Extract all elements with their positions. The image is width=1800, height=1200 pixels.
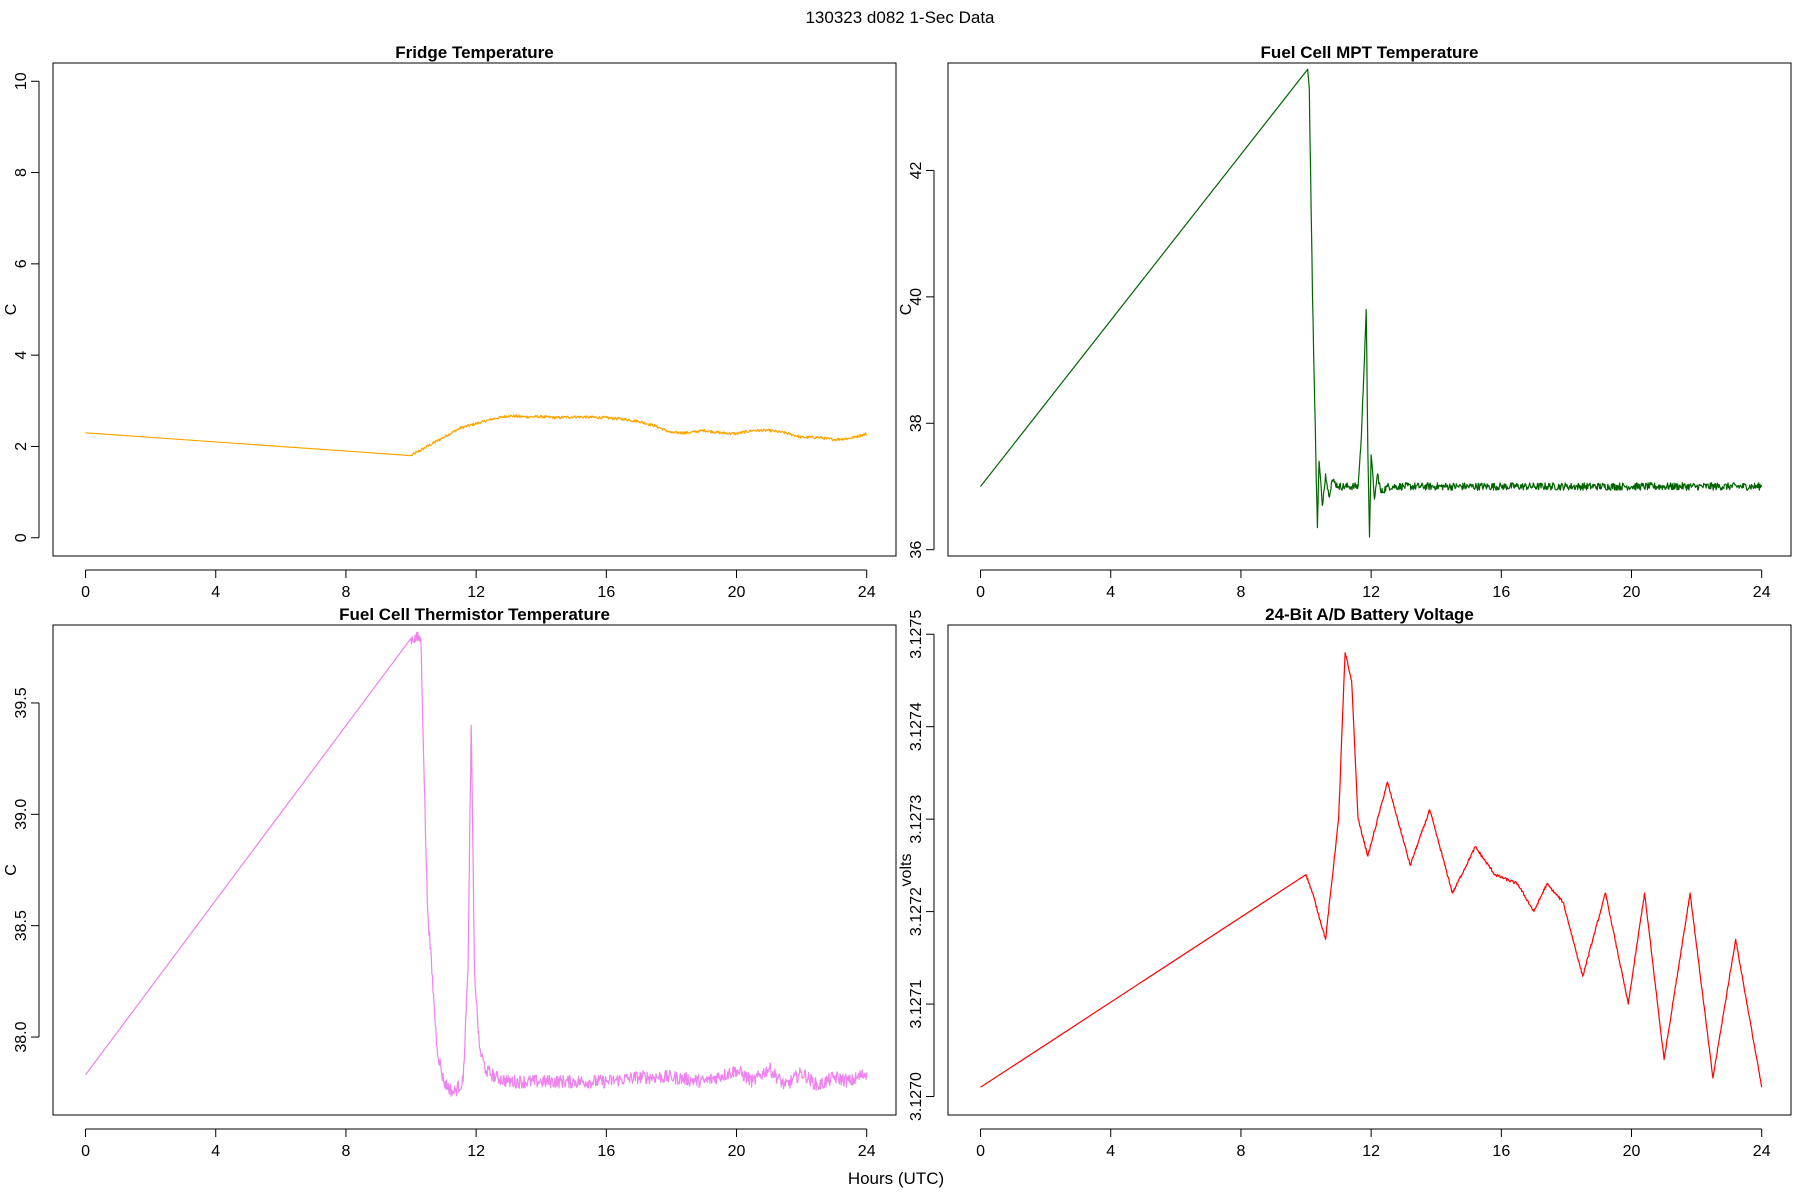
mpt-x-tick-label: 8 <box>1236 584 1245 601</box>
fridge-series-line <box>85 414 868 457</box>
thermistor-x-tick-label: 8 <box>341 1143 350 1160</box>
fridge-title: Fridge Temperature <box>395 43 553 62</box>
fridge-x-tick-label: 8 <box>341 584 350 601</box>
mpt-y-axis: 36 38 40 42 C <box>898 161 935 559</box>
battery-x-tick-label: 20 <box>1623 1143 1641 1160</box>
battery-x-tick-label: 8 <box>1236 1143 1245 1160</box>
mpt-y-tick-label: 36 <box>908 541 925 559</box>
fridge-x-tick-label: 12 <box>467 584 485 601</box>
thermistor-x-tick-label: 24 <box>858 1143 876 1160</box>
figure-suptitle: 130323 d082 1-Sec Data <box>805 8 995 27</box>
battery-x-tick-label: 0 <box>976 1143 985 1160</box>
thermistor-x-tick-label: 4 <box>211 1143 220 1160</box>
battery-x-axis: 0 4 8 12 16 20 24 <box>976 1128 1771 1160</box>
fridge-y-tick-label: 6 <box>13 259 30 268</box>
fridge-x-tick-label: 20 <box>728 584 746 601</box>
battery-x-tick-label: 12 <box>1362 1143 1380 1160</box>
thermistor-plot-frame <box>52 624 897 1116</box>
fridge-x-tick-label: 4 <box>211 584 220 601</box>
mpt-y-tick-label: 42 <box>908 161 925 179</box>
thermistor-x-tick-label: 20 <box>728 1143 746 1160</box>
thermistor-series-line <box>85 631 868 1097</box>
battery-series-line <box>980 652 1763 1088</box>
fridge-x-axis: 0 4 8 12 16 20 24 <box>81 569 876 601</box>
thermistor-y-tick-label: 38.5 <box>13 910 30 941</box>
figure-xlabel: Hours (UTC) <box>848 1169 944 1188</box>
thermistor-title: Fuel Cell Thermistor Temperature <box>339 605 610 624</box>
mpt-plot-frame <box>947 62 1792 557</box>
fridge-plot-frame <box>52 62 897 557</box>
mpt-x-tick-label: 20 <box>1623 584 1641 601</box>
battery-x-tick-label: 4 <box>1106 1143 1115 1160</box>
mpt-series-line <box>980 68 1763 538</box>
thermistor-y-label: C <box>3 864 20 876</box>
battery-y-tick-label: 3.1270 <box>908 1072 925 1121</box>
mpt-x-tick-label: 12 <box>1362 584 1380 601</box>
mpt-panel: Fuel Cell MPT Temperature 0 4 8 12 16 20 24 36 38… <box>898 43 1792 601</box>
mpt-x-tick-label: 24 <box>1753 584 1771 601</box>
thermistor-y-axis: 38.0 38.5 39.0 39.5 C <box>3 687 40 1053</box>
battery-plot-frame <box>947 624 1792 1116</box>
battery-x-tick-label: 24 <box>1753 1143 1771 1160</box>
thermistor-panel: Fuel Cell Thermistor Temperature 0 4 8 12 16 2… <box>3 605 897 1160</box>
fridge-y-tick-label: 4 <box>13 351 30 360</box>
mpt-y-tick-label: 40 <box>908 288 925 306</box>
fridge-y-tick-label: 0 <box>13 533 30 542</box>
mpt-title: Fuel Cell MPT Temperature <box>1261 43 1479 62</box>
battery-x-tick-label: 16 <box>1492 1143 1510 1160</box>
thermistor-y-tick-label: 39.0 <box>13 799 30 830</box>
fridge-x-tick-label: 24 <box>858 584 876 601</box>
thermistor-y-tick-label: 39.5 <box>13 687 30 718</box>
fridge-y-tick-label: 2 <box>13 442 30 451</box>
mpt-x-tick-label: 0 <box>976 584 985 601</box>
battery-y-axis: 3.1270 3.1271 3.1272 3.1273 3.1274 3.1275 volt… <box>898 610 935 1121</box>
battery-y-tick-label: 3.1272 <box>908 887 925 936</box>
thermistor-x-tick-label: 0 <box>81 1143 90 1160</box>
fridge-y-axis: 0 2 4 6 8 10 C <box>3 72 40 542</box>
battery-title: 24-Bit A/D Battery Voltage <box>1265 605 1474 624</box>
battery-y-label: volts <box>898 854 915 887</box>
battery-y-tick-label: 3.1271 <box>908 979 925 1028</box>
mpt-y-tick-label: 38 <box>908 414 925 432</box>
mpt-x-tick-label: 4 <box>1106 584 1115 601</box>
thermistor-x-tick-label: 16 <box>597 1143 615 1160</box>
battery-y-tick-label: 3.1274 <box>908 702 925 751</box>
thermistor-x-axis: 0 4 8 12 16 20 24 <box>81 1128 876 1160</box>
battery-panel: 24-Bit A/D Battery Voltage 0 4 8 12 16 20 24 3.1… <box>898 605 1792 1160</box>
mpt-y-label: C <box>898 304 915 316</box>
fridge-x-tick-label: 0 <box>81 584 90 601</box>
fridge-y-tick-label: 10 <box>13 72 30 90</box>
mpt-x-tick-label: 16 <box>1492 584 1510 601</box>
thermistor-y-tick-label: 38.0 <box>13 1021 30 1052</box>
fridge-y-tick-label: 8 <box>13 168 30 177</box>
battery-y-tick-label: 3.1275 <box>908 610 925 659</box>
thermistor-x-tick-label: 12 <box>467 1143 485 1160</box>
fridge-x-tick-label: 16 <box>597 584 615 601</box>
fridge-y-label: C <box>3 304 20 316</box>
battery-y-tick-label: 3.1273 <box>908 795 925 844</box>
mpt-x-axis: 0 4 8 12 16 20 24 <box>976 569 1771 601</box>
